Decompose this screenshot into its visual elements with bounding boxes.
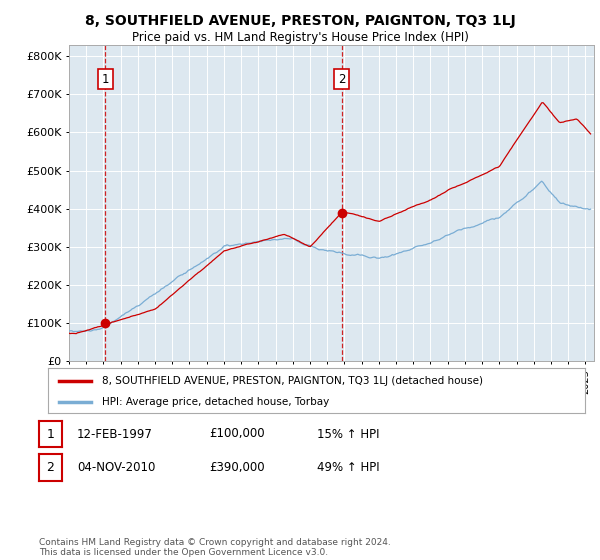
- Text: 1: 1: [46, 427, 55, 441]
- Text: 15% ↑ HPI: 15% ↑ HPI: [317, 427, 379, 441]
- Text: Price paid vs. HM Land Registry's House Price Index (HPI): Price paid vs. HM Land Registry's House …: [131, 31, 469, 44]
- Text: 04-NOV-2010: 04-NOV-2010: [77, 461, 155, 474]
- Text: 12-FEB-1997: 12-FEB-1997: [77, 427, 152, 441]
- Text: 2: 2: [46, 461, 55, 474]
- Text: Contains HM Land Registry data © Crown copyright and database right 2024.
This d: Contains HM Land Registry data © Crown c…: [39, 538, 391, 557]
- Text: 8, SOUTHFIELD AVENUE, PRESTON, PAIGNTON, TQ3 1LJ: 8, SOUTHFIELD AVENUE, PRESTON, PAIGNTON,…: [85, 14, 515, 28]
- Text: 8, SOUTHFIELD AVENUE, PRESTON, PAIGNTON, TQ3 1LJ (detached house): 8, SOUTHFIELD AVENUE, PRESTON, PAIGNTON,…: [102, 376, 482, 386]
- Text: 49% ↑ HPI: 49% ↑ HPI: [317, 461, 379, 474]
- Text: £390,000: £390,000: [209, 461, 265, 474]
- Text: HPI: Average price, detached house, Torbay: HPI: Average price, detached house, Torb…: [102, 397, 329, 407]
- Text: 2: 2: [338, 73, 346, 86]
- Text: 1: 1: [102, 73, 109, 86]
- Text: £100,000: £100,000: [209, 427, 265, 441]
